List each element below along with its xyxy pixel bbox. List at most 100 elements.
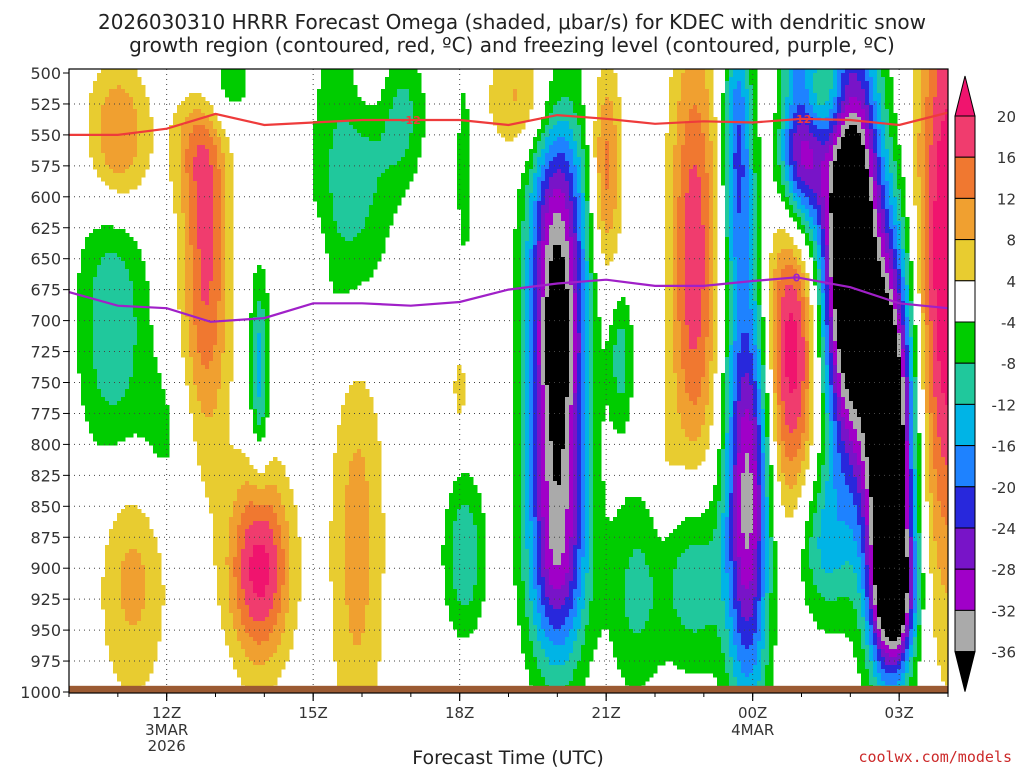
omega-cell: [145, 337, 150, 342]
omega-cell: [237, 665, 242, 670]
omega-cell: [201, 453, 206, 458]
omega-cell: [141, 601, 146, 606]
omega-cell: [293, 573, 298, 578]
omega-cell: [165, 445, 170, 450]
omega-cell: [185, 357, 190, 362]
omega-cell: [105, 377, 110, 382]
omega-cell: [209, 477, 214, 482]
omega-cell: [229, 617, 234, 622]
omega-cell: [145, 569, 150, 574]
omega-cell: [193, 321, 198, 326]
omega-cell: [193, 229, 198, 234]
omega-cell: [145, 597, 150, 602]
omega-cell: [185, 261, 190, 266]
omega-cell: [225, 497, 230, 502]
omega-cell: [117, 577, 122, 582]
omega-cell: [245, 653, 250, 658]
omega-cell: [117, 601, 122, 606]
omega-cell: [109, 101, 114, 106]
omega-cell: [337, 677, 342, 682]
omega-cell: [129, 613, 134, 618]
omega-cell: [281, 545, 286, 550]
omega-cell: [97, 305, 102, 310]
omega-cell: [121, 249, 126, 254]
omega-cell: [197, 217, 202, 222]
omega-cell: [121, 553, 126, 558]
omega-cell: [185, 181, 190, 186]
omega-cell: [185, 213, 190, 218]
omega-cell: [157, 445, 162, 450]
omega-cell: [77, 357, 82, 362]
omega-cell: [213, 365, 218, 370]
omega-cell: [265, 493, 270, 498]
omega-cell: [97, 277, 102, 282]
omega-cell: [137, 277, 142, 282]
omega-cell: [241, 489, 246, 494]
omega-cell: [149, 561, 154, 566]
omega-cell: [269, 501, 274, 506]
omega-cell: [137, 609, 142, 614]
omega-cell: [145, 357, 150, 362]
omega-cell: [341, 589, 346, 594]
omega-cell: [133, 241, 138, 246]
omega-cell: [105, 105, 110, 110]
omega-cell: [113, 629, 118, 634]
omega-cell: [261, 661, 266, 666]
omega-cell: [257, 521, 262, 526]
omega-cell: [137, 421, 142, 426]
omega-cell: [181, 193, 186, 198]
omega-cell: [125, 313, 130, 318]
omega-cell: [101, 85, 106, 90]
omega-cell: [89, 385, 94, 390]
omega-cell: [85, 337, 90, 342]
omega-cell: [341, 409, 346, 414]
omega-cell: [93, 417, 98, 422]
omega-cell: [269, 505, 274, 510]
omega-cell: [297, 573, 302, 578]
omega-cell: [333, 545, 338, 550]
omega-cell: [209, 289, 214, 294]
omega-cell: [125, 509, 130, 514]
omega-cell: [145, 293, 150, 298]
omega-cell: [177, 213, 182, 218]
omega-cell: [253, 569, 258, 574]
omega-cell: [205, 281, 210, 286]
omega-cell: [285, 593, 290, 598]
omega-cell: [261, 517, 266, 522]
omega-cell: [341, 429, 346, 434]
omega-cell: [213, 473, 218, 478]
omega-cell: [317, 213, 322, 218]
omega-cell: [325, 97, 330, 102]
omega-cell: [137, 321, 142, 326]
omega-cell: [293, 601, 298, 606]
omega-cell: [217, 449, 222, 454]
omega-cell: [141, 649, 146, 654]
omega-cell: [269, 681, 274, 686]
omega-cell: [125, 141, 130, 146]
omega-cell: [93, 285, 98, 290]
omega-cell: [113, 73, 118, 78]
omega-cell: [97, 401, 102, 406]
omega-cell: [221, 521, 226, 526]
omega-cell: [225, 305, 230, 310]
omega-cell: [113, 365, 118, 370]
omega-cell: [125, 237, 130, 242]
omega-cell: [241, 625, 246, 630]
omega-cell: [277, 609, 282, 614]
omega-cell: [297, 593, 302, 598]
omega-cell: [229, 325, 234, 330]
omega-cell: [209, 469, 214, 474]
omega-cell: [189, 253, 194, 258]
omega-cell: [337, 565, 342, 570]
omega-cell: [117, 645, 122, 650]
omega-cell: [205, 101, 210, 106]
omega-cell: [85, 405, 90, 410]
omega-cell: [253, 289, 258, 294]
omega-cell: [333, 609, 338, 614]
omega-cell: [197, 453, 202, 458]
omega-cell: [257, 625, 262, 630]
omega-cell: [197, 241, 202, 246]
omega-cell: [261, 417, 266, 422]
omega-cell: [333, 157, 338, 162]
omega-cell: [121, 509, 126, 514]
